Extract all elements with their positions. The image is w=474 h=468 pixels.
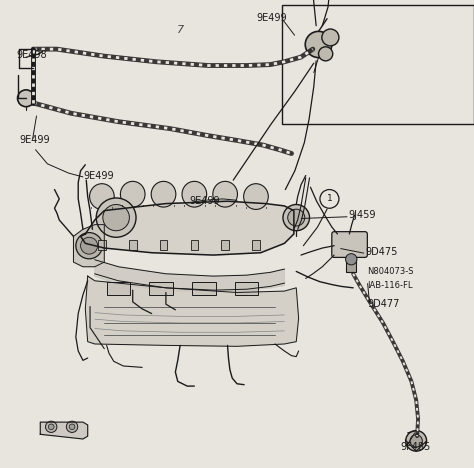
Bar (107, 282, 130, 295)
Bar (160, 240, 167, 250)
Polygon shape (73, 225, 104, 267)
Circle shape (410, 435, 422, 447)
Circle shape (322, 29, 339, 46)
Text: 1: 1 (327, 194, 332, 204)
Circle shape (305, 31, 332, 58)
Bar (282, 5, 474, 124)
Bar (252, 240, 260, 250)
Text: 9D477: 9D477 (367, 299, 400, 308)
Circle shape (96, 198, 136, 237)
Bar (221, 240, 229, 250)
Bar (191, 240, 198, 250)
Bar (346, 259, 356, 272)
Bar (149, 282, 173, 295)
Circle shape (283, 205, 310, 231)
Polygon shape (85, 276, 299, 346)
Text: 9E498: 9E498 (17, 51, 47, 60)
Circle shape (288, 209, 305, 226)
Text: IAB-116-FL: IAB-116-FL (367, 281, 413, 290)
Circle shape (81, 237, 98, 254)
Circle shape (48, 424, 54, 430)
Ellipse shape (182, 181, 207, 207)
Text: 9E499: 9E499 (256, 13, 287, 23)
Polygon shape (95, 260, 284, 292)
Ellipse shape (90, 183, 114, 209)
Circle shape (69, 424, 75, 430)
Text: 9E499: 9E499 (19, 135, 50, 145)
Circle shape (406, 431, 427, 451)
Text: 9E499: 9E499 (83, 171, 114, 181)
Text: 9J459: 9J459 (348, 210, 376, 219)
FancyBboxPatch shape (332, 232, 367, 257)
Ellipse shape (120, 181, 145, 207)
Text: 9D475: 9D475 (365, 247, 397, 257)
Circle shape (319, 47, 333, 61)
Ellipse shape (244, 183, 268, 209)
Polygon shape (40, 422, 88, 439)
Circle shape (46, 421, 57, 432)
Circle shape (76, 233, 102, 259)
Circle shape (18, 90, 35, 107)
Text: N804073-S: N804073-S (367, 267, 414, 276)
Circle shape (66, 421, 78, 432)
Ellipse shape (213, 181, 237, 207)
Circle shape (103, 205, 129, 231)
Text: 7: 7 (176, 25, 184, 36)
Bar (235, 282, 258, 295)
Circle shape (346, 254, 357, 265)
Text: 9E499: 9E499 (190, 196, 220, 205)
Text: 9F485: 9F485 (401, 442, 431, 452)
Ellipse shape (151, 181, 176, 207)
Bar (129, 240, 137, 250)
Bar (98, 240, 106, 250)
Polygon shape (81, 201, 294, 255)
Bar (192, 282, 216, 295)
